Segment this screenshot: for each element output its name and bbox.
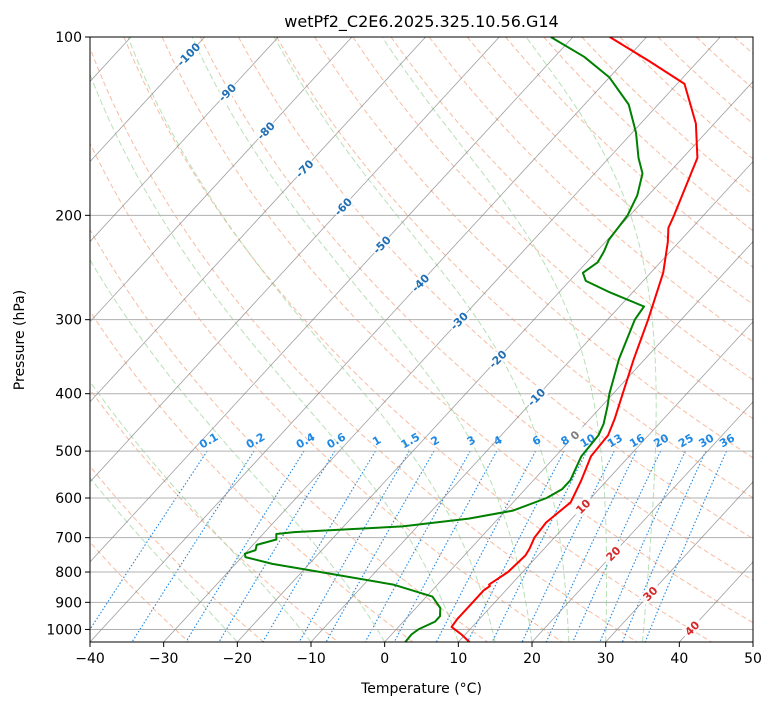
adiabat-label-bg [638,581,663,606]
isotherm-gridline [90,37,426,403]
mixing-ratio-line [621,450,707,642]
adiabat-label-bg [571,494,596,519]
isotherm-gridline [90,37,279,243]
temperature-profile-line [450,37,699,642]
dry-adiabat-line [428,37,753,343]
isotherm-gridline [90,37,647,642]
y-tick-label: 200 [55,208,82,224]
dry-adiabat-line [199,37,753,581]
y-tick-label: 500 [55,444,82,460]
adiabat-label-bg [331,194,356,219]
x-tick-label: 20 [523,651,541,667]
isotherm-gridline [458,321,753,642]
moist-adiabat-line [525,37,657,642]
moist-adiabat-line [127,37,496,642]
y-tick-label: 400 [55,387,82,403]
x-tick-label: 50 [744,651,762,667]
dry-adiabat-line [352,37,753,420]
adiabat-label-bg [176,42,201,67]
isotherm-gridline [90,37,574,563]
mixing-ratio-line [131,450,255,642]
isotherm-gridline [310,160,753,642]
dry-adiabat-line [161,37,753,624]
mixing-ratio-line [298,450,410,642]
mixing-ratio-line [325,450,435,642]
dry-adiabat-line [276,37,753,499]
adiabat-label-bg [680,616,705,641]
dry-adiabat-line [90,310,414,642]
moist-adiabat-line [191,37,533,642]
isotherm-gridline [0,37,57,642]
x-tick-label: 10 [449,651,467,667]
isotherm-gridline [531,401,753,642]
mixing-ratio-line [185,450,305,642]
y-tick-label: 1000 [46,622,82,638]
adiabat-label-bg [524,385,549,410]
mixing-ratio-line [521,450,615,642]
mixing-ratio-line [364,450,471,642]
dry-adiabat-line [314,37,753,459]
moist-adiabat-line [381,37,608,642]
adiabat-label-bg [215,80,240,105]
x-tick-label: −10 [296,651,326,667]
dry-adiabat-line [390,37,753,381]
dry-adiabat-line [466,37,753,305]
profile-series [243,37,699,642]
mixing-ratio-line [262,450,376,642]
y-tick-label: 300 [55,313,82,329]
y-tick-label: 600 [55,491,82,507]
adiabat-label-bg [485,347,510,372]
dry-adiabat-line [90,142,563,642]
chart-title: wetPf2_C2E6.2025.325.10.56.G14 [284,12,558,32]
x-axis-title: Temperature (°C) [360,681,482,697]
moist-adiabat-line [90,477,238,642]
mixing-ratio-line [435,450,537,642]
adiabat-label-bg [562,423,587,448]
isotherm-gridline [90,37,500,483]
mixing-ratio-line [467,450,565,642]
x-tick-label: 30 [597,651,615,667]
x-tick-label: −40 [75,651,105,667]
isotherm-gridline [384,241,753,642]
plot-area: -100-90-80-70-60-50-40-30-20-10010203040… [0,37,753,642]
moist-adiabat-line [90,258,386,642]
y-tick-label: 900 [55,595,82,611]
dewpoint-profile-line [243,37,645,642]
isotherm-gridline [237,80,753,642]
adiabat-label-bg [253,118,278,143]
x-tick-label: 40 [670,651,688,667]
dry-adiabat-line [90,465,264,642]
y-tick-label: 700 [55,531,82,547]
y-axis-title: Pressure (hPa) [12,290,28,390]
mixing-ratio-line [90,450,208,631]
mixing-ratio-line [599,450,686,642]
dry-adiabat-line [90,46,638,642]
x-tick-label: 0 [380,651,389,667]
axes: −40 −30 −20 −10 0 10 20 30 40 50 100 200 300 400 500 60… [46,30,762,667]
isotherm-gridline [90,37,205,163]
isotherm-gridline [163,37,721,642]
adiabat-label-bg [601,541,626,566]
x-tick-label: −30 [149,651,179,667]
moist-adiabat-line [90,72,459,642]
plot-frame [89,36,754,643]
y-tick-label: 800 [55,565,82,581]
adiabat-label-bg [408,270,433,295]
adiabat-label-bg [292,156,317,181]
adiabat-label-bg [447,308,472,333]
y-tick-label: 100 [55,30,82,46]
dry-adiabat-line [90,228,488,642]
dry-adiabat-line [90,388,339,642]
x-tick-label: −20 [223,651,253,667]
adiabat-label-bg [369,232,394,257]
isotherm-gridline [752,641,753,642]
moist-adiabat-line [273,37,570,642]
isotherm-gridline [605,481,753,642]
